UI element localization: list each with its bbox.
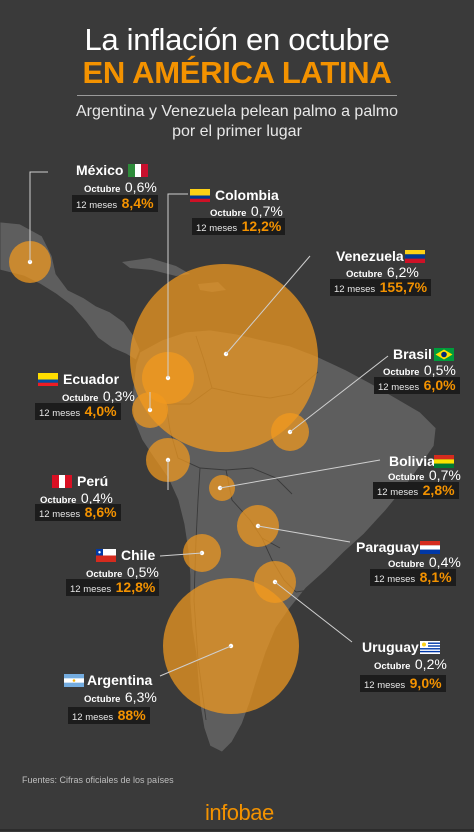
october-value: Octubre 0,5% <box>86 564 159 580</box>
argentina-flag-icon <box>64 674 84 687</box>
october-value: Octubre 0,4% <box>388 554 461 570</box>
12-month-value: 12 meses 8,6% <box>35 504 121 521</box>
12-month-value: 12 meses 12,2% <box>192 218 286 235</box>
country-name: Chile <box>121 547 156 563</box>
cuba-island <box>122 258 190 276</box>
bolivia-flag-icon <box>434 455 454 468</box>
october-value: Octubre 0,3% <box>62 388 135 404</box>
country-name: Paraguay <box>356 539 420 555</box>
inflation-bubbles <box>9 241 318 714</box>
12-month-value: 12 meses 155,7% <box>330 279 432 296</box>
subtitle: Argentina y Venezuela pelean palmo a pal… <box>76 103 398 140</box>
venezuela-flag-icon <box>405 250 425 263</box>
12-month-value: 12 meses 88% <box>68 707 150 724</box>
country-name: México <box>76 162 124 178</box>
country-name: Bolivia <box>389 453 435 469</box>
country-name: Brasil <box>393 346 432 362</box>
country-name: Colombia <box>215 187 279 203</box>
title-line2: EN AMÉRICA LATINA <box>82 55 392 90</box>
12-month-value: 12 meses 6,0% <box>374 377 460 394</box>
infobae-logo: infobae <box>205 800 274 825</box>
uruguay-flag-icon <box>420 641 440 654</box>
mexico-central-america-landmass <box>0 221 141 361</box>
title-line1: La inflación en octubre <box>84 22 390 57</box>
october-value: Octubre 0,5% <box>383 362 456 378</box>
october-value: Octubre 0,2% <box>374 656 447 672</box>
leader-lines <box>29 171 389 677</box>
october-value: Octubre 0,6% <box>84 179 157 195</box>
12-month-value: 12 meses 12,8% <box>66 579 160 596</box>
country-name: Perú <box>77 473 109 489</box>
paraguay-flag-icon <box>420 541 440 554</box>
country-name: Uruguay <box>362 639 419 655</box>
source-note: Fuentes: Cifras oficiales de los países <box>22 775 174 785</box>
peru-flag-icon <box>52 475 72 488</box>
12-month-value: 12 meses 4,0% <box>35 403 121 420</box>
october-value: Octubre 0,4% <box>40 490 113 506</box>
october-value: Octubre 0,7% <box>210 203 283 219</box>
12-month-value: 12 meses 2,8% <box>373 482 459 499</box>
october-value: Octubre 6,3% <box>84 689 157 705</box>
country-name: Venezuela <box>336 248 404 264</box>
12-month-value: 12 meses 8,4% <box>72 195 158 212</box>
ecuador-flag-icon <box>38 373 58 386</box>
october-value: Octubre 6,2% <box>346 264 419 280</box>
12-month-value: 12 meses 9,0% <box>360 675 446 692</box>
country-name: Argentina <box>87 672 153 688</box>
mexico-flag-icon <box>128 164 148 177</box>
october-value: Octubre 0,7% <box>388 467 461 483</box>
country-name: Ecuador <box>63 371 120 387</box>
bubble-venezuela <box>130 264 318 452</box>
title-divider <box>77 95 397 96</box>
colombia-flag-icon <box>190 189 210 202</box>
brasil-flag-icon <box>434 348 454 361</box>
chile-flag-icon <box>96 549 116 562</box>
12-month-value: 12 meses 8,1% <box>370 569 456 586</box>
